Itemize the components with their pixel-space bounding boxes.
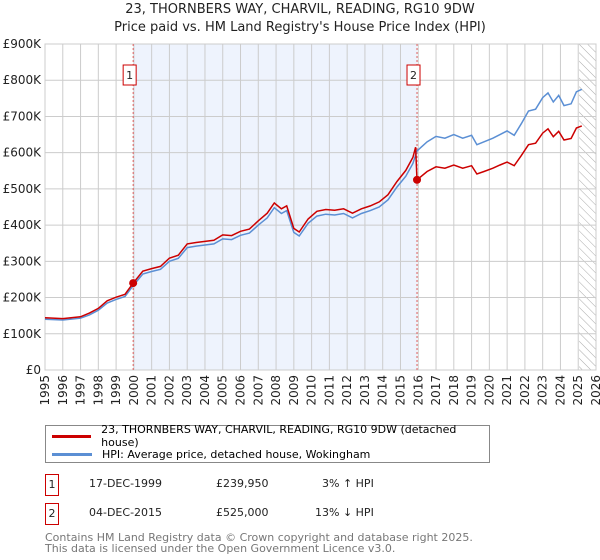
- x-tick-label: 2011: [322, 375, 336, 406]
- sale-point: [413, 175, 422, 184]
- x-tick-label: 2000: [127, 375, 141, 406]
- x-tick-label: 2017: [429, 375, 443, 406]
- x-tick-label: 2026: [589, 375, 600, 406]
- x-tick-label: 2001: [145, 375, 159, 406]
- x-tick-label: 2024: [553, 375, 567, 406]
- transaction-badge: 2: [45, 503, 59, 525]
- y-tick-label: £800K: [3, 73, 43, 87]
- y-tick-label: £200K: [3, 291, 43, 305]
- x-tick-label: 2006: [234, 375, 248, 406]
- transaction-hpi: 13% ↓ HPI: [315, 506, 374, 519]
- x-tick-label: 2020: [482, 375, 496, 406]
- x-tick-label: 2018: [447, 375, 461, 406]
- footer-licence: This data is licensed under the Open Gov…: [45, 542, 396, 555]
- x-tick-label: 2010: [305, 375, 319, 406]
- y-tick-label: £700K: [3, 109, 43, 123]
- legend-item-property: 23, THORNBERS WAY, CHARVIL, READING, RG1…: [46, 423, 489, 449]
- legend-item-hpi: HPI: Average price, detached house, Woki…: [46, 445, 370, 463]
- legend: 23, THORNBERS WAY, CHARVIL, READING, RG1…: [45, 423, 490, 463]
- transaction-date: 04-DEC-2015: [89, 506, 163, 519]
- x-tick-label: 2015: [393, 375, 407, 406]
- transaction-badge: 1: [45, 474, 59, 496]
- transaction-price: £239,950: [216, 477, 269, 490]
- sale-marker-box: [122, 64, 137, 86]
- y-tick-label: £0: [26, 363, 41, 377]
- forecast-hatch: [579, 44, 596, 370]
- x-tick-label: 2022: [518, 375, 532, 406]
- y-tick-label: £100K: [3, 327, 43, 341]
- sale-marker-label: 2: [410, 69, 417, 82]
- sale-marker-label: 1: [126, 69, 133, 82]
- x-tick-label: 2005: [216, 375, 230, 406]
- x-tick-label: 2002: [162, 375, 176, 406]
- sale-marker-box: [406, 64, 421, 86]
- legend-swatch-blue: [52, 452, 92, 456]
- x-tick-label: 1997: [74, 375, 88, 406]
- y-tick-label: £600K: [3, 146, 43, 160]
- x-tick-label: 2019: [465, 375, 479, 406]
- transaction-price: £525,000: [216, 506, 269, 519]
- legend-swatch-red: [52, 434, 92, 438]
- x-tick-label: 2009: [287, 375, 301, 406]
- plot-area: £0 £100K £200K £300K £400K £500K £600K £700K £80…: [3, 37, 600, 406]
- plot-border: [44, 43, 597, 371]
- x-tick-label: 2012: [340, 375, 354, 406]
- footer-copyright: Contains HM Land Registry data © Crown c…: [45, 531, 473, 544]
- y-tick-label: £500K: [3, 182, 43, 196]
- x-tick-label: 2023: [536, 375, 550, 406]
- x-tick-label: 2007: [251, 375, 265, 406]
- x-tick-label: 2014: [376, 375, 390, 406]
- legend-label: HPI: Average price, detached house, Woki…: [102, 447, 371, 461]
- x-tick-label: 1995: [38, 375, 52, 406]
- x-tick-label: 1996: [56, 375, 70, 406]
- transaction-hpi: 3% ↑ HPI: [322, 477, 374, 490]
- y-tick-label: £900K: [3, 37, 43, 51]
- x-tick-label: 2021: [500, 375, 514, 406]
- series-line: [44, 88, 583, 321]
- x-tick-label: 2013: [358, 375, 372, 406]
- series-line: [44, 125, 583, 320]
- x-tick-label: 2016: [411, 375, 425, 406]
- x-tick-label: 2008: [269, 375, 283, 406]
- chart-subtitle: Price paid vs. HM Land Registry's House …: [114, 20, 486, 35]
- y-tick-label: £400K: [3, 218, 43, 232]
- chart-title: 23, THORNBERS WAY, CHARVIL, READING, RG1…: [125, 2, 475, 17]
- x-tick-label: 1998: [91, 375, 105, 406]
- legend-label: 23, THORNBERS WAY, CHARVIL, READING, RG1…: [101, 423, 457, 449]
- y-tick-label: £300K: [3, 254, 43, 268]
- x-tick-label: 2003: [180, 375, 194, 406]
- sale-point: [129, 279, 138, 288]
- x-tick-label: 2025: [571, 375, 585, 406]
- x-tick-label: 1999: [109, 375, 123, 406]
- x-tick-label: 2004: [198, 375, 212, 406]
- shaded-period: [133, 44, 418, 370]
- transaction-date: 17-DEC-1999: [89, 477, 163, 490]
